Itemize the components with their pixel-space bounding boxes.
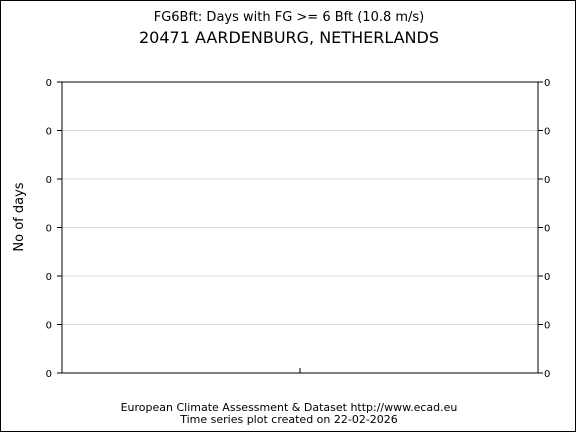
chart-subtitle: 20471 AARDENBURG, NETHERLANDS bbox=[139, 28, 439, 47]
grid-lines bbox=[62, 130, 538, 325]
y-tick-label-left: 0 bbox=[46, 321, 52, 332]
y-tick-label-left: 0 bbox=[46, 78, 52, 89]
axis-ticks bbox=[57, 81, 543, 374]
footer-source: European Climate Assessment & Dataset ht… bbox=[121, 401, 458, 414]
y-tick-label-right: 0 bbox=[544, 175, 550, 186]
y-axis-right-tick-labels: 0 0 0 0 0 0 0 bbox=[544, 78, 550, 380]
y-tick-label-right: 0 bbox=[544, 127, 550, 138]
y-tick-label-left: 0 bbox=[46, 127, 52, 138]
y-tick-label-left: 0 bbox=[46, 224, 52, 235]
y-tick-label-right: 0 bbox=[544, 369, 550, 380]
chart-title: FG6Bft: Days with FG >= 6 Bft (10.8 m/s) bbox=[154, 10, 425, 25]
y-tick-label-left: 0 bbox=[46, 175, 52, 186]
y-tick-label-right: 0 bbox=[544, 78, 550, 89]
y-tick-label-left: 0 bbox=[46, 369, 52, 380]
y-tick-label-right: 0 bbox=[544, 321, 550, 332]
y-axis-left-tick-labels: 0 0 0 0 0 0 0 bbox=[46, 78, 52, 380]
y-tick-label-right: 0 bbox=[544, 224, 550, 235]
y-axis-label: No of days bbox=[12, 182, 27, 251]
footer-created: Time series plot created on 22-02-2026 bbox=[179, 413, 398, 426]
y-tick-label-left: 0 bbox=[46, 272, 52, 283]
y-tick-label-right: 0 bbox=[544, 272, 550, 283]
